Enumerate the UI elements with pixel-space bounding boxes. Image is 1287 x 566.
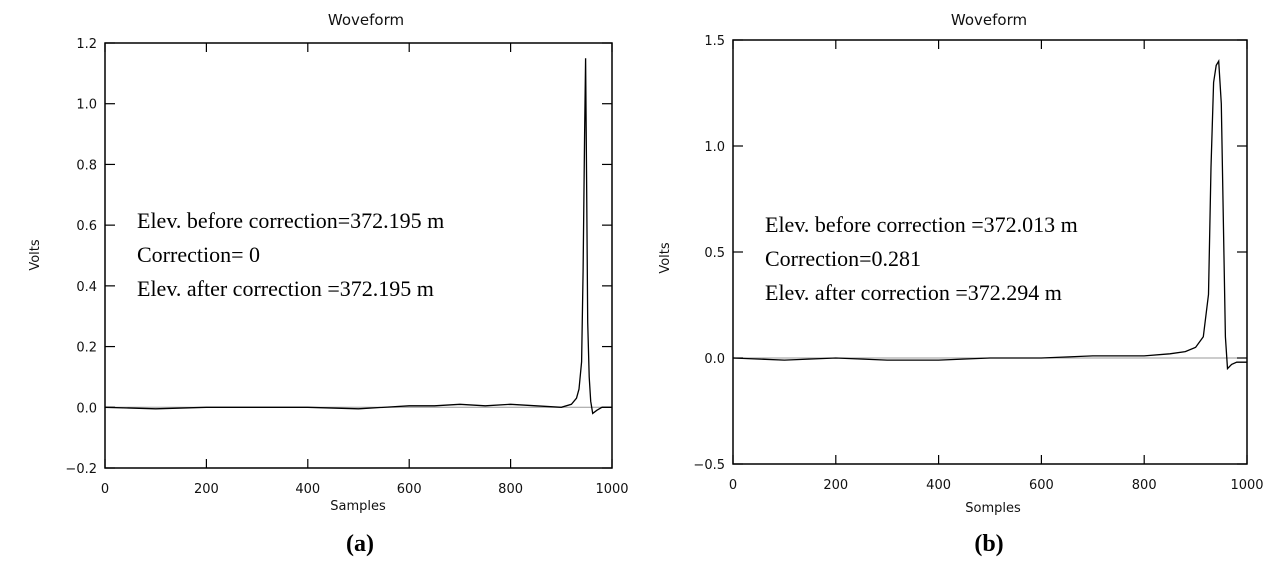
chart-b-y-tick-label: 0.5 (704, 246, 725, 261)
chart-a-y-tick-label: 1.2 (76, 37, 97, 52)
chart-b-y-tick-label: 1.0 (704, 140, 725, 155)
chart-a-y-tick-label: 0.4 (76, 280, 97, 295)
chart-b-y-tick-label: 0.0 (704, 352, 725, 367)
chart-a-y-ticks: −0.2 0.0 0.2 0.4 0.6 0.8 1.0 1.2 (65, 37, 612, 477)
chart-a-y-axis-label: Volts (28, 239, 43, 271)
chart-b-y-axis-label: Volts (658, 242, 673, 274)
chart-a-y-tick-label: −0.2 (65, 462, 97, 477)
chart-a-plot-frame (104, 42, 613, 469)
chart-a-title: Woveform (328, 11, 404, 29)
chart-b-x-tick-label: 800 (1132, 478, 1157, 493)
chart-a-x-axis-label: Samples (330, 499, 386, 514)
chart-a-x-tick-label: 800 (498, 482, 523, 497)
chart-b-x-tick-label: 0 (729, 478, 737, 493)
chart-a-series-line (104, 58, 612, 415)
chart-b-y-ticks: −0.5 0.0 0.5 1.0 1.5 (693, 34, 1247, 473)
chart-a-x-tick-label: 400 (295, 482, 320, 497)
chart-a-x-tick-label: 200 (194, 482, 219, 497)
chart-a-x-tick-label: 0 (101, 482, 109, 497)
chart-b-x-tick-label: 400 (926, 478, 951, 493)
chart-a-annotation-3: Elev. after correction =372.195 m (137, 276, 434, 301)
chart-b-annotation-3: Elev. after correction =372.294 m (765, 280, 1062, 305)
panel-a-caption: (a) (346, 531, 374, 557)
chart-a-y-tick-label: 0.8 (76, 158, 97, 173)
chart-a-y-tick-label: 1.0 (76, 98, 97, 113)
chart-b-y-tick-label: −0.5 (693, 458, 725, 473)
chart-b-title: Woveform (951, 11, 1027, 29)
chart-b-x-tick-label: 1000 (1230, 478, 1263, 493)
chart-a-x-tick-label: 600 (397, 482, 422, 497)
chart-b-x-axis-label: Somples (965, 501, 1021, 516)
chart-a-x-ticks: 0 200 400 600 800 1000 (101, 43, 629, 497)
chart-b-y-tick-label: 1.5 (704, 34, 725, 49)
chart-b-series-line (732, 59, 1247, 371)
chart-a-y-tick-label: 0.0 (76, 401, 97, 416)
chart-b-x-ticks: 0 200 400 600 800 1000 (729, 40, 1264, 493)
panel-a: Woveform 0 200 400 600 800 1000 −0.2 0.0 0.2 0.4… (28, 11, 629, 557)
chart-a-annotation-1: Elev. before correction=372.195 m (137, 208, 444, 233)
chart-a-annotation-2: Correction= 0 (137, 242, 260, 267)
chart-b-x-tick-label: 200 (823, 478, 848, 493)
panel-b-caption: (b) (974, 531, 1003, 557)
panel-b: Woveform 0 200 400 600 800 1000 −0.5 0.0 0.5 1.0… (658, 11, 1264, 557)
chart-b-annotation-1: Elev. before correction =372.013 m (765, 212, 1078, 237)
chart-a-x-tick-label: 1000 (595, 482, 628, 497)
chart-b-x-tick-label: 600 (1029, 478, 1054, 493)
chart-a-y-tick-label: 0.2 (76, 341, 97, 356)
chart-b-annotation-2: Correction=0.281 (765, 246, 921, 271)
chart-a-y-tick-label: 0.6 (76, 219, 97, 234)
